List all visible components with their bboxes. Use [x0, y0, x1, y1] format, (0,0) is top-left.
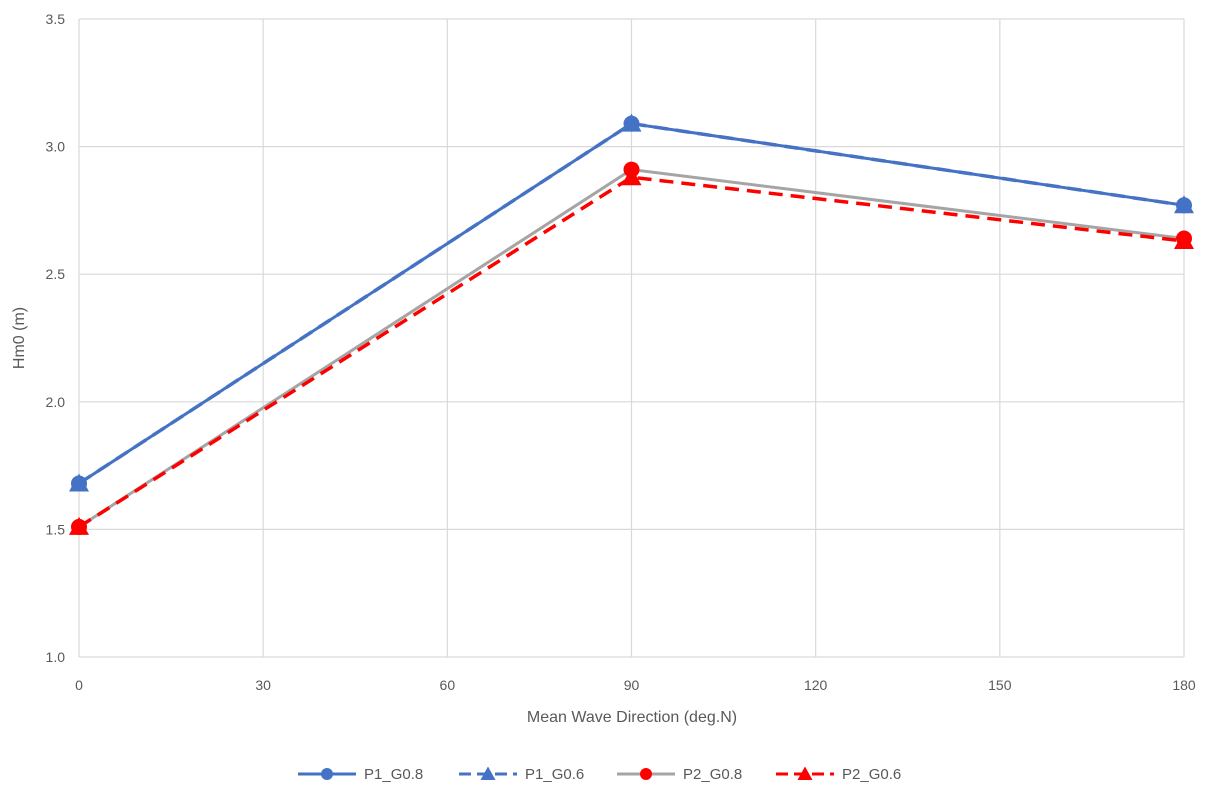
gridlines	[78, 18, 1185, 658]
legend-label: P2_G0.8	[683, 766, 742, 783]
legend-label: P1_G0.6	[525, 766, 584, 783]
series-markers	[69, 113, 1194, 535]
legend: P1_G0.8 P1_G0.6 P2_G0.8 P2_G0.6	[298, 766, 901, 783]
x-tick-label: 30	[255, 677, 271, 693]
legend-item: P2_G0.6	[776, 766, 901, 783]
legend-marker-swatch	[640, 768, 652, 780]
x-tick-label: 150	[988, 677, 1012, 693]
legend-item: P2_G0.8	[617, 766, 742, 783]
x-tick-label: 60	[440, 677, 456, 693]
x-tick-label: 90	[624, 677, 640, 693]
legend-marker-swatch	[797, 766, 813, 780]
y-tick-label: 1.5	[46, 521, 66, 537]
y-tick-label: 2.5	[46, 266, 66, 282]
x-tick-label: 0	[75, 677, 83, 693]
x-axis-ticks: 0 30 60 90 120 150 180	[75, 677, 1196, 693]
series-4-point	[1174, 231, 1194, 250]
legend-marker-swatch	[321, 768, 333, 780]
y-axis-title: Hm0 (m)	[11, 307, 28, 369]
x-tick-label: 180	[1172, 677, 1196, 693]
series-4-point	[621, 167, 642, 186]
y-axis-ticks: 1.0 1.5 2.0 2.5 3.0 3.5	[46, 11, 66, 665]
series-2-point	[69, 473, 89, 492]
series-2-point	[1174, 195, 1194, 214]
x-axis-title: Mean Wave Direction (deg.N)	[527, 709, 737, 726]
legend-item: P1_G0.6	[459, 766, 584, 783]
series-4-point	[69, 516, 89, 535]
legend-label: P2_G0.6	[842, 766, 901, 783]
x-tick-label: 120	[804, 677, 828, 693]
legend-marker-swatch	[480, 766, 496, 780]
y-tick-label: 3.0	[46, 139, 66, 155]
series-2-point	[621, 113, 642, 132]
y-tick-label: 1.0	[46, 649, 66, 665]
legend-item: P1_G0.8	[298, 766, 423, 783]
series-line-4	[78, 175, 1185, 529]
y-tick-label: 2.0	[46, 394, 66, 410]
y-tick-label: 3.5	[46, 11, 66, 27]
legend-label: P1_G0.8	[364, 766, 423, 783]
